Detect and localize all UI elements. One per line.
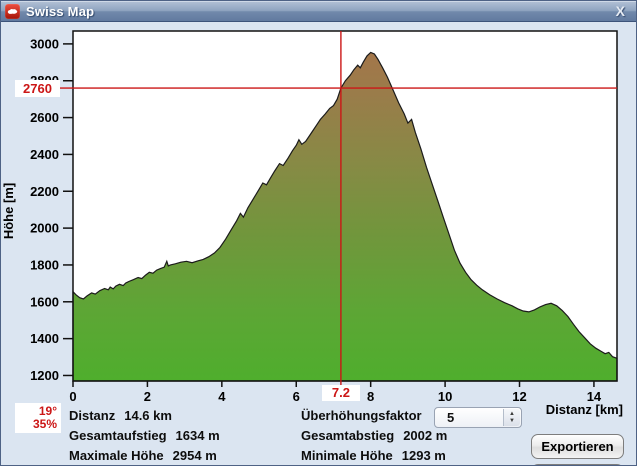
stat-label: Überhöhungsfaktor — [301, 408, 422, 423]
stat-label: Gesamtaufstieg — [69, 428, 167, 443]
export-button[interactable]: Exportieren — [531, 434, 624, 459]
y-tick-label: 1200 — [30, 368, 59, 383]
stat-exaggeration-factor: Überhöhungsfaktor — [301, 408, 431, 423]
elevation-profile-chart[interactable]: 1200140016001800200022002400260028003000… — [1, 22, 637, 401]
x-tick-label: 2 — [144, 389, 151, 401]
slope-indicator: 19° 35% — [15, 403, 61, 433]
x-tick-label: 8 — [367, 389, 374, 401]
x-axis-title: Distanz [km] — [545, 402, 623, 417]
crosshair-elevation-label: 2760 — [15, 79, 60, 97]
y-tick-label: 3000 — [30, 36, 59, 51]
stat-value: 1634 m — [175, 428, 220, 443]
stat-total-ascent: Gesamtaufstieg 1634 m — [69, 428, 220, 443]
y-tick-label: 2000 — [30, 221, 59, 236]
stat-label: Minimale Höhe — [301, 448, 393, 463]
x-tick-label: 6 — [293, 389, 300, 401]
y-tick-label: 2200 — [30, 184, 59, 199]
x-tick-label: 12 — [512, 389, 526, 401]
stat-value: 2002 m — [403, 428, 448, 443]
stat-distance: Distanz 14.6 km — [69, 408, 172, 423]
y-axis-title: Höhe [m] — [1, 182, 16, 240]
stat-value: 14.6 km — [124, 408, 172, 423]
x-tick-label: 4 — [218, 389, 226, 401]
x-tick-label: 0 — [69, 389, 76, 401]
y-tick-label: 1600 — [30, 294, 59, 309]
exaggeration-spinner[interactable]: 5 ▲ ▼ — [434, 407, 522, 428]
x-tick-label: 10 — [438, 389, 452, 401]
y-tick-label: 1400 — [30, 331, 59, 346]
stat-label: Gesamtabstieg — [301, 428, 395, 443]
elevation-area — [72, 51, 618, 382]
stat-value: 2954 m — [172, 448, 217, 463]
slope-degrees: 19° — [38, 404, 57, 418]
spinner-down-icon[interactable]: ▼ — [509, 418, 515, 424]
window-title: Swiss Map — [26, 4, 95, 19]
stat-min-elevation: Minimale Höhe 1293 m — [301, 448, 446, 463]
titlebar[interactable]: Swiss Map X — [1, 1, 636, 22]
slope-percent: 35% — [32, 417, 57, 431]
exaggeration-value: 5 — [447, 410, 455, 425]
close-icon[interactable]: X — [615, 3, 625, 19]
spinner-up-icon[interactable]: ▲ — [509, 411, 515, 417]
stat-label: Distanz — [69, 408, 116, 423]
switzerland-silhouette-icon — [7, 8, 18, 14]
y-tick-label: 2600 — [30, 110, 59, 125]
x-tick-label: 14 — [587, 389, 602, 401]
y-tick-label: 1800 — [30, 257, 59, 272]
spinner-steppers[interactable]: ▲ ▼ — [503, 409, 520, 426]
stat-label: Maximale Höhe — [69, 448, 164, 463]
stat-value: 1293 m — [401, 448, 446, 463]
crosshair-distance-label: 7.2 — [321, 385, 360, 401]
y-tick-label: 2400 — [30, 147, 59, 162]
stat-max-elevation: Maximale Höhe 2954 m — [69, 448, 217, 463]
plot-border — [72, 30, 618, 382]
swiss-map-app-icon — [5, 4, 20, 19]
stat-total-descent: Gesamtabstieg 2002 m — [301, 428, 447, 443]
